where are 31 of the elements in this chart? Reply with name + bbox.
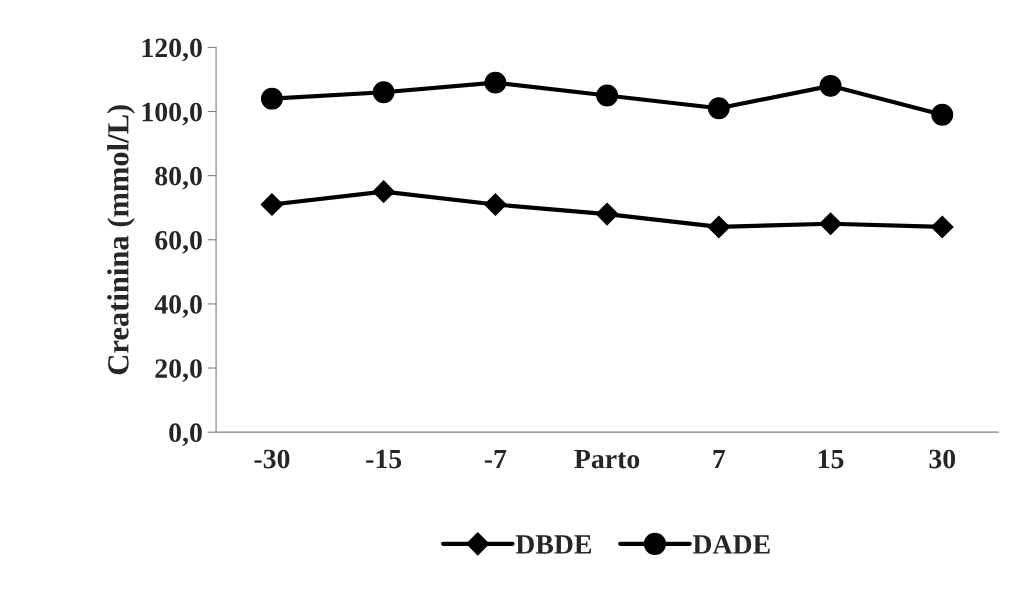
point bbox=[931, 103, 954, 126]
x-tick-label: Parto bbox=[574, 449, 640, 469]
x-tick-label: -15 bbox=[366, 449, 402, 469]
point bbox=[372, 180, 395, 203]
point bbox=[260, 193, 284, 216]
y-tick-label: 100,0 bbox=[142, 102, 202, 126]
y-tick-label: 80,0 bbox=[155, 166, 202, 190]
point bbox=[707, 215, 731, 239]
point bbox=[372, 81, 395, 104]
x-tick-label: 15 bbox=[818, 449, 844, 469]
y-tick-label: 20,0 bbox=[155, 359, 202, 382]
y-tick-label: 40,0 bbox=[154, 295, 202, 318]
x-tick-label: -7 bbox=[484, 449, 507, 469]
point bbox=[819, 212, 842, 236]
point bbox=[930, 215, 954, 239]
y-tick-label: 0,0 bbox=[169, 423, 202, 447]
point bbox=[819, 74, 842, 97]
y-tick-label: 120,0 bbox=[142, 38, 202, 62]
x-tick-label: -30 bbox=[254, 449, 290, 469]
point bbox=[484, 71, 507, 94]
point bbox=[484, 193, 507, 216]
x-tick-label: 7 bbox=[713, 449, 726, 469]
x-tick-label: 30 bbox=[929, 449, 956, 469]
legend-label: DBDE bbox=[515, 535, 592, 554]
y-axis-title: Creatinina (mmol/L) bbox=[107, 105, 135, 375]
point bbox=[595, 202, 619, 226]
legend-label: DADE bbox=[692, 535, 770, 554]
point bbox=[707, 97, 730, 120]
point bbox=[261, 87, 283, 110]
y-tick-label: 60,0 bbox=[155, 230, 202, 254]
point bbox=[596, 84, 619, 107]
